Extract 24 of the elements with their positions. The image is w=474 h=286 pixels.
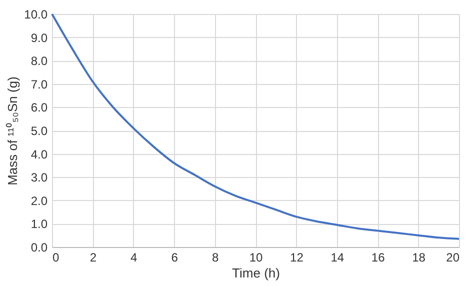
y-tick-label: 4.0 bbox=[30, 147, 48, 162]
x-tick-label: 2 bbox=[90, 250, 97, 264]
x-tick-label: 0 bbox=[52, 250, 60, 264]
x-tick-label: 6 bbox=[171, 250, 178, 264]
x-tick-label: 10 bbox=[249, 250, 263, 264]
x-axis-title: Time (h) bbox=[232, 266, 280, 280]
y-tick-label: 9.0 bbox=[30, 30, 48, 45]
y-axis-title: Mass of ¹¹⁰₅₀Sn (g) bbox=[5, 76, 20, 186]
x-tick-label: 14 bbox=[330, 250, 344, 264]
y-tick-label: 5.0 bbox=[30, 124, 48, 138]
x-tick-label: 16 bbox=[371, 250, 386, 264]
x-tick-label: 4 bbox=[130, 250, 138, 264]
x-tick-label: 12 bbox=[290, 250, 304, 264]
x-tick-label: 18 bbox=[412, 250, 426, 264]
x-tick-label: 20 bbox=[446, 250, 460, 264]
y-tick-label: 10.0 bbox=[24, 8, 48, 22]
y-tick-label: 0.0 bbox=[30, 240, 48, 254]
y-tick-label: 3.0 bbox=[30, 170, 48, 185]
y-tick-label: 6.0 bbox=[30, 100, 48, 115]
x-tick-label: 8 bbox=[212, 250, 219, 264]
y-tick-label: 1.0 bbox=[30, 217, 48, 232]
y-tick-label: 8.0 bbox=[30, 54, 48, 68]
y-tick-label: 2.0 bbox=[30, 194, 48, 208]
y-tick-label: 7.0 bbox=[30, 77, 48, 92]
